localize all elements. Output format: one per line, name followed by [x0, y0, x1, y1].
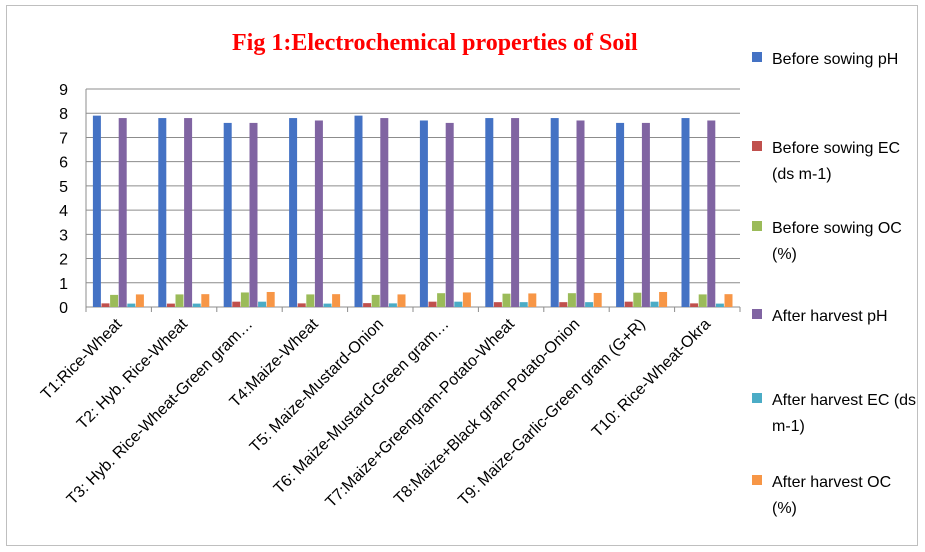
x-tick-label: T10: Rice-Wheat-Okra: [589, 316, 714, 441]
bar: [485, 118, 494, 307]
bar: [698, 294, 707, 307]
legend-label: Before sowing OC (%): [772, 220, 902, 263]
bar: [585, 302, 594, 307]
bar: [266, 291, 275, 307]
bar: [354, 115, 363, 308]
bar: [659, 291, 668, 307]
bar: [428, 301, 437, 307]
bar: [201, 294, 210, 307]
legend-label: After harvest pH: [772, 308, 888, 325]
legend-label: Before sowing EC (ds m-1): [772, 140, 901, 183]
bar: [232, 301, 241, 307]
bar: [437, 293, 446, 307]
bar: [363, 303, 372, 307]
bar: [101, 303, 110, 307]
legend-swatch: [752, 52, 762, 62]
bar: [397, 294, 406, 307]
bar: [314, 120, 323, 307]
y-tick-label: 4: [59, 203, 68, 220]
bar: [419, 120, 428, 307]
legend-swatch: [752, 141, 762, 151]
bar: [633, 292, 642, 307]
bar: [127, 303, 136, 307]
bar: [462, 292, 471, 307]
bar: [511, 118, 520, 307]
y-tick-label: 1: [59, 276, 68, 293]
bar: [616, 122, 625, 308]
bar: [135, 294, 144, 307]
bar: [258, 301, 267, 307]
chart-frame: [6, 5, 918, 546]
x-tick-label: T5: Maize-Mustard-Onion: [247, 316, 387, 456]
bar: [175, 294, 184, 307]
bar: [502, 293, 511, 307]
legend-label: Before sowing pH: [772, 51, 899, 68]
bar: [690, 303, 699, 307]
bar: [388, 303, 397, 307]
bar: [724, 294, 733, 307]
bar: [323, 303, 332, 307]
bar: [158, 118, 167, 307]
bar: [223, 122, 232, 308]
bar: [528, 293, 537, 307]
bar: [371, 294, 380, 307]
chart-title: Fig 1:Electrochemical properties of Soil: [232, 30, 638, 56]
bar: [550, 118, 559, 307]
legend-swatch: [752, 221, 762, 231]
x-tick-label: T2: Hyb. Rice-Wheat: [74, 315, 191, 432]
bar: [110, 294, 119, 307]
bar: [289, 118, 298, 307]
bar: [576, 120, 585, 307]
y-tick-label: 5: [59, 179, 68, 196]
bar: [593, 292, 602, 307]
bar: [332, 294, 341, 307]
bar: [380, 118, 389, 307]
bar: [650, 301, 659, 307]
bar: [184, 118, 193, 307]
y-tick-label: 6: [59, 155, 68, 172]
y-tick-label: 2: [59, 252, 68, 269]
bar: [249, 122, 258, 308]
y-tick-label: 8: [59, 106, 68, 123]
bar: [624, 301, 633, 307]
bar: [681, 118, 690, 307]
legend-label: After harvest OC (%): [772, 474, 892, 517]
legend-swatch: [752, 393, 762, 403]
legend-label: After harvest EC (ds m-1): [772, 392, 917, 435]
bar: [192, 303, 201, 307]
bar: [641, 122, 650, 308]
y-tick-label: 7: [59, 130, 68, 147]
legend-swatch: [752, 309, 762, 319]
bar: [559, 302, 568, 307]
bar: [166, 303, 175, 307]
bar: [519, 302, 528, 307]
bar: [445, 122, 454, 308]
bar: [297, 303, 306, 307]
bar: [454, 301, 463, 307]
y-tick-label: 0: [59, 300, 68, 317]
bar: [92, 115, 101, 308]
bar: [493, 302, 502, 307]
y-tick-label: 3: [59, 227, 68, 244]
legend-swatch: [752, 475, 762, 485]
bar: [118, 118, 127, 307]
bar: [707, 120, 716, 307]
y-tick-label: 9: [59, 82, 68, 99]
bar: [567, 293, 576, 307]
bar: [240, 292, 249, 307]
bar: [306, 294, 315, 307]
bar: [715, 303, 724, 307]
